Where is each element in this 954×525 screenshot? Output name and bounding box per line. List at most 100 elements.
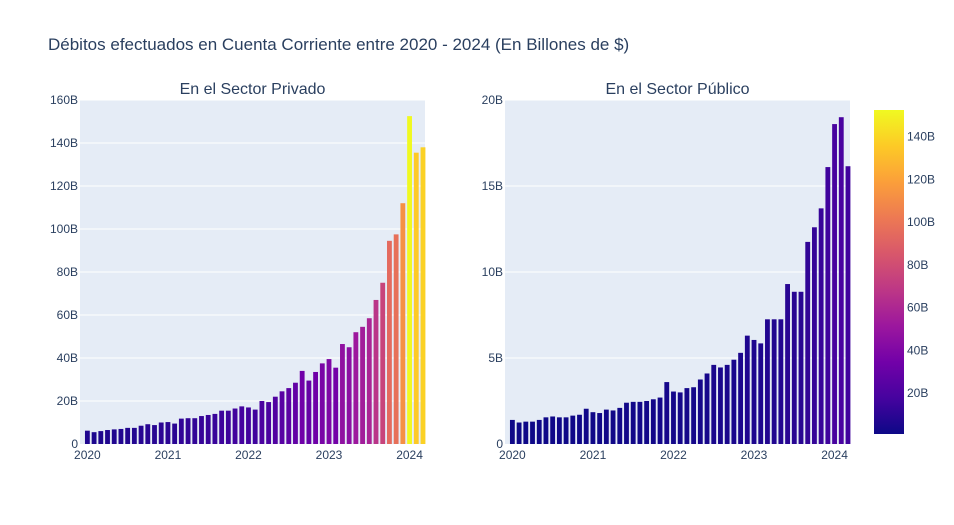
bar[interactable] bbox=[785, 284, 790, 444]
bar[interactable] bbox=[798, 291, 804, 444]
bar[interactable] bbox=[360, 326, 365, 444]
bar[interactable] bbox=[751, 339, 757, 444]
bar[interactable] bbox=[152, 425, 157, 444]
bar[interactable] bbox=[832, 124, 837, 444]
bar[interactable] bbox=[624, 402, 629, 444]
bar[interactable] bbox=[286, 388, 292, 444]
bar[interactable] bbox=[556, 417, 562, 444]
bar[interactable] bbox=[845, 166, 851, 444]
bar[interactable] bbox=[536, 419, 542, 444]
bar[interactable] bbox=[550, 416, 556, 444]
bar[interactable] bbox=[590, 412, 596, 444]
bar[interactable] bbox=[212, 413, 218, 444]
bar[interactable] bbox=[246, 407, 251, 444]
bar[interactable] bbox=[671, 391, 676, 444]
bar[interactable] bbox=[306, 380, 312, 444]
bar[interactable] bbox=[84, 430, 90, 444]
bar[interactable] bbox=[711, 364, 717, 444]
bar[interactable] bbox=[563, 417, 569, 444]
bar[interactable] bbox=[617, 407, 623, 444]
bar[interactable] bbox=[597, 413, 603, 444]
bar[interactable] bbox=[771, 319, 777, 444]
bar[interactable] bbox=[138, 425, 144, 444]
bar[interactable] bbox=[105, 430, 110, 444]
bar[interactable] bbox=[818, 208, 824, 444]
bar[interactable] bbox=[340, 344, 345, 444]
bar[interactable] bbox=[420, 147, 426, 445]
bar[interactable] bbox=[825, 167, 831, 444]
bar[interactable] bbox=[165, 422, 171, 444]
bar[interactable] bbox=[205, 414, 211, 444]
bar[interactable] bbox=[838, 117, 844, 444]
bar[interactable] bbox=[326, 359, 332, 444]
bar[interactable] bbox=[570, 415, 576, 444]
bar[interactable] bbox=[172, 423, 178, 444]
bar[interactable] bbox=[691, 387, 697, 444]
bar[interactable] bbox=[744, 335, 750, 444]
bar[interactable] bbox=[603, 409, 609, 444]
bar[interactable] bbox=[718, 367, 723, 444]
bar[interactable] bbox=[407, 116, 412, 444]
bar[interactable] bbox=[199, 416, 204, 444]
bar[interactable] bbox=[805, 241, 811, 444]
bar[interactable] bbox=[366, 318, 372, 444]
bar[interactable] bbox=[738, 352, 744, 444]
bar[interactable] bbox=[509, 419, 515, 444]
bar[interactable] bbox=[118, 428, 124, 444]
bar[interactable] bbox=[131, 427, 137, 444]
bar[interactable] bbox=[644, 401, 650, 444]
bar[interactable] bbox=[577, 414, 582, 444]
bar[interactable] bbox=[543, 417, 549, 444]
bar[interactable] bbox=[313, 371, 319, 444]
bar[interactable] bbox=[373, 299, 379, 444]
bar[interactable] bbox=[178, 418, 184, 444]
bar[interactable] bbox=[657, 397, 663, 444]
bar[interactable] bbox=[523, 421, 529, 444]
bar[interactable] bbox=[724, 364, 730, 444]
bar[interactable] bbox=[225, 410, 231, 444]
bar[interactable] bbox=[630, 401, 636, 444]
bar[interactable] bbox=[232, 408, 238, 444]
bar[interactable] bbox=[91, 432, 97, 444]
bar[interactable] bbox=[279, 391, 285, 444]
bar[interactable] bbox=[778, 319, 784, 444]
bar[interactable] bbox=[111, 429, 117, 444]
bar[interactable] bbox=[272, 396, 278, 444]
bar[interactable] bbox=[637, 401, 643, 444]
bar[interactable] bbox=[98, 431, 104, 444]
bar[interactable] bbox=[252, 409, 258, 444]
bar[interactable] bbox=[387, 240, 392, 444]
bar[interactable] bbox=[353, 332, 359, 444]
bar[interactable] bbox=[731, 359, 737, 444]
bar[interactable] bbox=[125, 427, 131, 444]
bar[interactable] bbox=[765, 319, 770, 444]
bar[interactable] bbox=[791, 291, 797, 444]
bar[interactable] bbox=[684, 388, 690, 444]
bar[interactable] bbox=[219, 410, 225, 444]
bar[interactable] bbox=[266, 402, 272, 444]
bar[interactable] bbox=[380, 282, 386, 444]
bar[interactable] bbox=[677, 392, 683, 444]
bar[interactable] bbox=[145, 424, 151, 444]
bar[interactable] bbox=[259, 401, 265, 444]
bar[interactable] bbox=[664, 382, 670, 444]
bar[interactable] bbox=[393, 234, 399, 444]
bar[interactable] bbox=[610, 410, 616, 444]
bar[interactable] bbox=[583, 408, 589, 444]
bar[interactable] bbox=[812, 227, 817, 444]
bar[interactable] bbox=[158, 422, 164, 445]
bar[interactable] bbox=[650, 399, 656, 444]
bar[interactable] bbox=[185, 418, 191, 444]
bar[interactable] bbox=[333, 367, 339, 444]
bar[interactable] bbox=[293, 382, 298, 444]
bar[interactable] bbox=[413, 152, 419, 445]
bar[interactable] bbox=[530, 421, 535, 444]
bar[interactable] bbox=[346, 347, 352, 444]
bar[interactable] bbox=[299, 370, 305, 444]
bar[interactable] bbox=[704, 373, 710, 444]
bar[interactable] bbox=[239, 406, 245, 444]
bar[interactable] bbox=[516, 422, 522, 445]
bar[interactable] bbox=[697, 379, 703, 445]
bar[interactable] bbox=[400, 203, 406, 444]
bar[interactable] bbox=[192, 418, 198, 444]
